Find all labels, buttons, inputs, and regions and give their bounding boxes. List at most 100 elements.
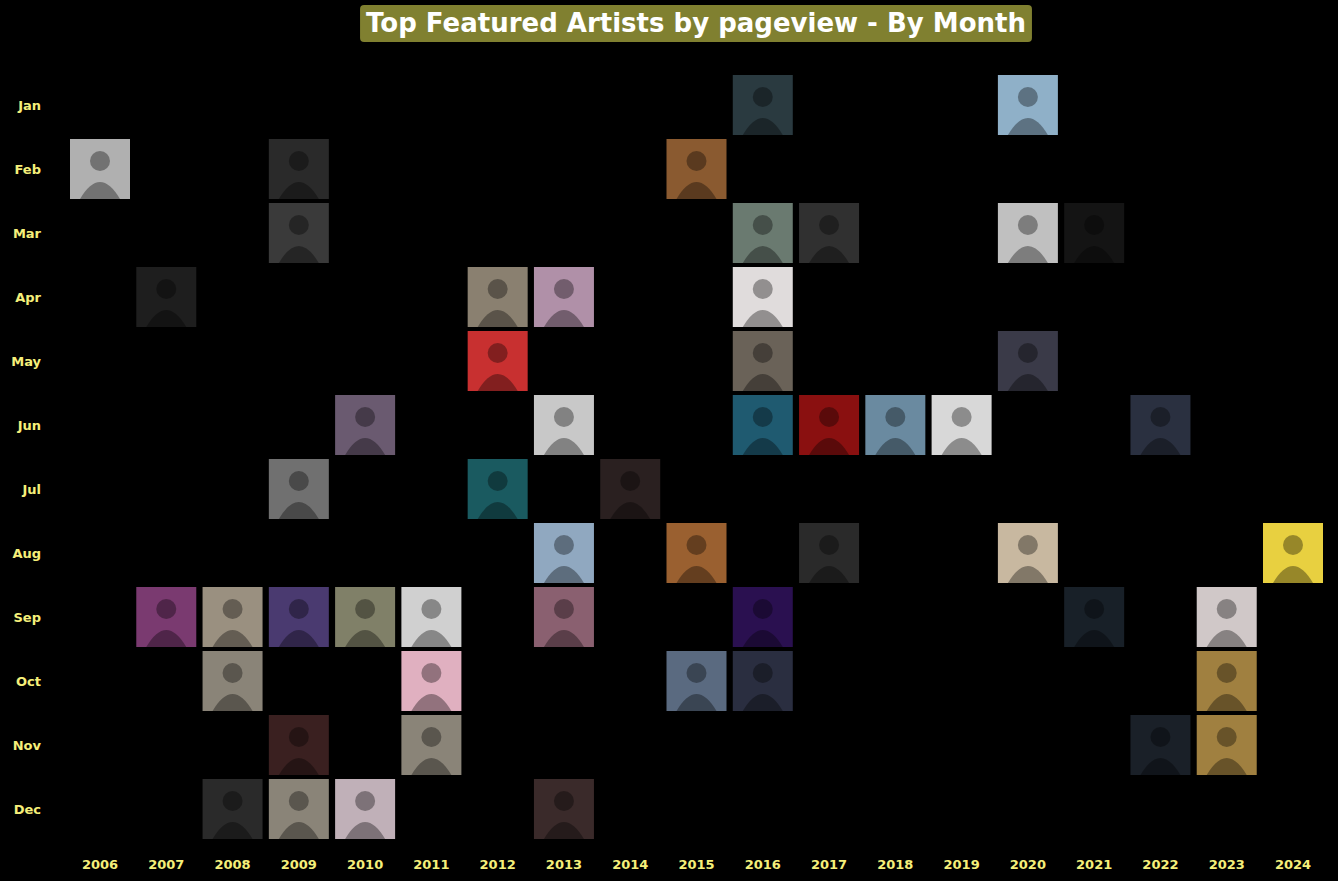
artist-cell (534, 779, 594, 839)
year-label: 2019 (944, 857, 980, 872)
silhouette (743, 438, 783, 455)
title-box (360, 5, 1032, 42)
silhouette (345, 438, 385, 455)
cell-group (534, 523, 594, 583)
cell-group (1064, 587, 1124, 647)
cell-group (1130, 715, 1190, 775)
silhouette (544, 438, 584, 455)
artist-cell (534, 523, 594, 583)
cell-group (600, 459, 660, 519)
month-label: Jan (17, 98, 41, 113)
silhouette (478, 502, 518, 519)
silhouette (1008, 118, 1048, 135)
month-label: Dec (14, 802, 41, 817)
month-label: Oct (16, 674, 41, 689)
artist-cell (1197, 587, 1257, 647)
cell-group (468, 459, 528, 519)
artist-cell (468, 459, 528, 519)
artist-cell (203, 651, 263, 711)
artist-cell (733, 203, 793, 263)
silhouette (488, 471, 508, 491)
silhouette (355, 791, 375, 811)
silhouette (1207, 758, 1247, 775)
year-label: 2014 (612, 857, 648, 872)
silhouette (1217, 727, 1237, 747)
silhouette (677, 182, 717, 199)
silhouette (1074, 630, 1114, 647)
year-label: 2010 (347, 857, 383, 872)
silhouette (1074, 246, 1114, 263)
background (0, 0, 1338, 881)
artist-cell (401, 587, 461, 647)
cell-group (733, 587, 793, 647)
silhouette (421, 663, 441, 683)
cell-group (269, 715, 329, 775)
artist-cell (1263, 523, 1323, 583)
cell-group (998, 331, 1058, 391)
artist-cell (733, 331, 793, 391)
silhouette (687, 663, 707, 683)
silhouette (819, 215, 839, 235)
silhouette (743, 246, 783, 263)
silhouette (1018, 343, 1038, 363)
artist-cell (269, 203, 329, 263)
silhouette (1207, 630, 1247, 647)
silhouette (885, 407, 905, 427)
month-label: Apr (15, 290, 41, 305)
cell-group (534, 267, 594, 327)
cell-group (733, 75, 793, 135)
artist-cell (1197, 715, 1257, 775)
cell-group (799, 203, 859, 263)
month-label: May (11, 354, 41, 369)
year-label: 2016 (745, 857, 781, 872)
cell-group (269, 139, 329, 199)
silhouette (345, 822, 385, 839)
silhouette (411, 694, 451, 711)
artist-cell (667, 651, 727, 711)
artist-cell (1130, 395, 1190, 455)
cell-group (932, 395, 992, 455)
artist-cell (335, 395, 395, 455)
silhouette (753, 599, 773, 619)
year-label: 2006 (82, 857, 118, 872)
silhouette (819, 407, 839, 427)
silhouette (279, 246, 319, 263)
artist-cell (401, 715, 461, 775)
silhouette (80, 182, 120, 199)
silhouette (421, 727, 441, 747)
silhouette (1150, 407, 1170, 427)
artist-cell (401, 651, 461, 711)
silhouette (156, 279, 176, 299)
silhouette (279, 822, 319, 839)
silhouette (355, 599, 375, 619)
cell-group (203, 651, 263, 711)
cell-group (534, 779, 594, 839)
year-label: 2009 (281, 857, 317, 872)
cell-group (799, 523, 859, 583)
artist-cell (269, 139, 329, 199)
silhouette (146, 310, 186, 327)
silhouette (1018, 535, 1038, 555)
silhouette (355, 407, 375, 427)
artist-cell (1130, 715, 1190, 775)
silhouette (687, 151, 707, 171)
artist-cell (998, 203, 1058, 263)
artist-cell (733, 267, 793, 327)
artist-cell (1064, 587, 1124, 647)
artist-cell (335, 779, 395, 839)
silhouette (554, 535, 574, 555)
silhouette (488, 343, 508, 363)
silhouette (743, 630, 783, 647)
artist-cell (865, 395, 925, 455)
artist-cell (269, 459, 329, 519)
silhouette (289, 151, 309, 171)
silhouette (1150, 727, 1170, 747)
silhouette (554, 279, 574, 299)
year-label: 2017 (811, 857, 847, 872)
silhouette (1273, 566, 1313, 583)
silhouette (544, 310, 584, 327)
cell-group (335, 779, 395, 839)
artist-cell (667, 523, 727, 583)
year-label: 2008 (214, 857, 250, 872)
cell-group (1130, 395, 1190, 455)
